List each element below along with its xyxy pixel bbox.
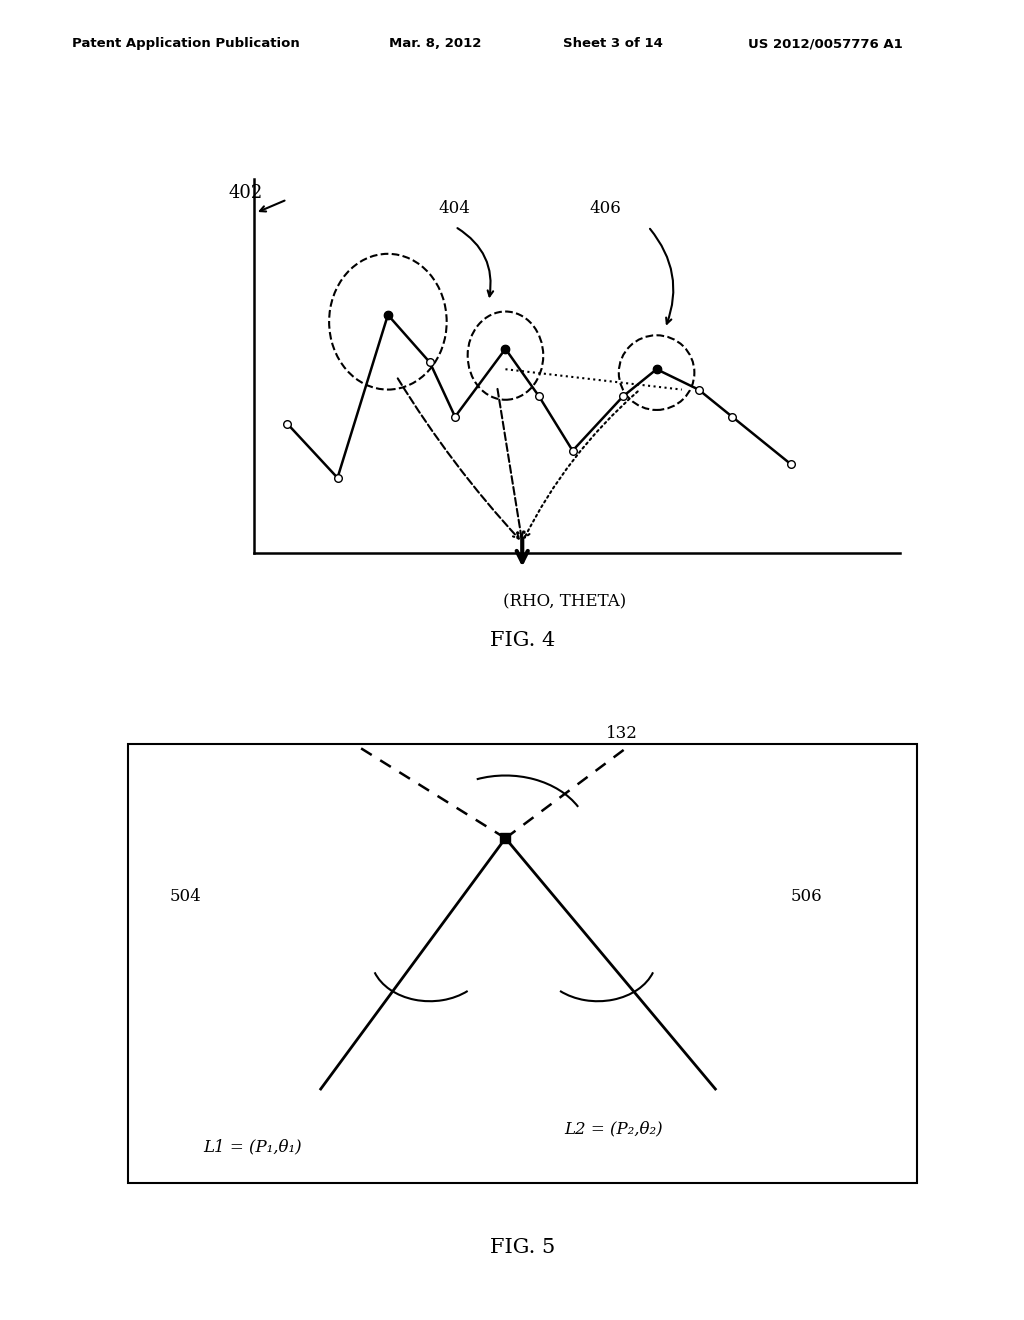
Text: (RHO, THETA): (RHO, THETA): [503, 594, 626, 611]
Text: 402: 402: [228, 183, 262, 202]
Text: FIG. 5: FIG. 5: [489, 1238, 555, 1257]
Text: 506: 506: [791, 888, 822, 906]
Text: Patent Application Publication: Patent Application Publication: [72, 37, 299, 50]
Text: FIG. 4: FIG. 4: [489, 631, 555, 649]
Text: 406: 406: [590, 201, 622, 216]
Bar: [128, 744, 916, 1183]
Text: 404: 404: [438, 201, 470, 216]
Text: Mar. 8, 2012: Mar. 8, 2012: [389, 37, 481, 50]
Text: 132: 132: [606, 725, 638, 742]
Text: 504: 504: [170, 888, 202, 906]
Text: L1 = (P₁,θ₁): L1 = (P₁,θ₁): [203, 1139, 302, 1156]
Text: US 2012/0057776 A1: US 2012/0057776 A1: [748, 37, 902, 50]
Text: Sheet 3 of 14: Sheet 3 of 14: [563, 37, 664, 50]
Text: L2 = (P₂,θ₂): L2 = (P₂,θ₂): [564, 1119, 663, 1137]
